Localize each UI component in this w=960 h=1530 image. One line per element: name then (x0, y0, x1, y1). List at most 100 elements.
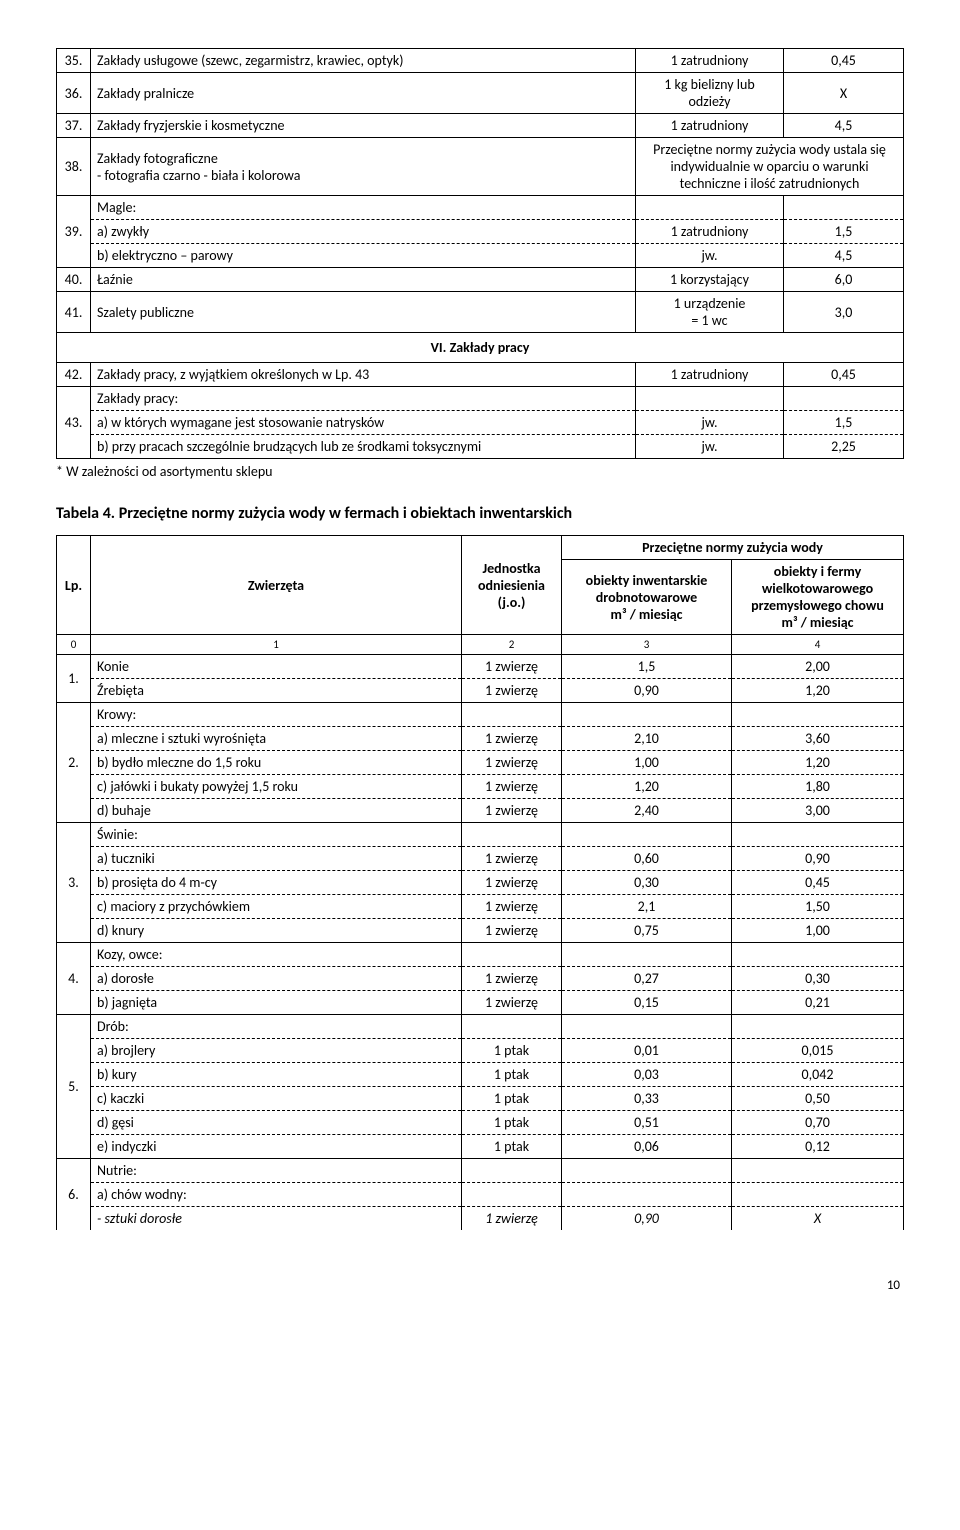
row-label: Konie (91, 655, 462, 679)
row-value: 0,45 (784, 49, 904, 73)
row-label: Magle: (91, 196, 636, 220)
row-label: Nutrie: (91, 1159, 462, 1183)
table-row: 35. Zakłady usługowe (szewc, zegarmistrz… (57, 49, 904, 73)
header-col4-sub: m³ / miesiąc (781, 614, 853, 631)
row-unit: 1 zwierzę (462, 871, 562, 895)
table-row: b) elektryczno – parowy jw. 4,5 (57, 244, 904, 268)
row-v2: 1,50 (732, 895, 904, 919)
row-label: d) gęsi (91, 1111, 462, 1135)
header-group: Przeciętne normy zużycia wody (562, 536, 904, 560)
row-label: c) jałówki i bukaty powyżej 1,5 roku (91, 775, 462, 799)
row-v1: 0,27 (562, 967, 732, 991)
row-number: 38. (57, 138, 91, 196)
row-label: Świnie: (91, 823, 462, 847)
row-v1: 1,20 (562, 775, 732, 799)
row-unit: 1 zwierzę (462, 799, 562, 823)
row-value: 4,5 (784, 114, 904, 138)
row-unit (636, 387, 784, 411)
table-row: 39. Magle: (57, 196, 904, 220)
row-unit: 1 zwierzę (462, 847, 562, 871)
row-label: a) mleczne i sztuki wyrośnięta (91, 727, 462, 751)
row-number: 36. (57, 73, 91, 114)
row-unit: jw. (636, 435, 784, 459)
idx-4: 4 (732, 635, 904, 655)
row-unit: 1 zatrudniony (636, 220, 784, 244)
row-unit: 1 zwierzę (462, 991, 562, 1015)
row-v2: 0,042 (732, 1063, 904, 1087)
row-unit: 1 zatrudniony (636, 363, 784, 387)
row-number: 42. (57, 363, 91, 387)
header-col3-sub: m³ / miesiąc (610, 606, 682, 623)
table-row: 42. Zakłady pracy, z wyjątkiem określony… (57, 363, 904, 387)
row-v2: 0,70 (732, 1111, 904, 1135)
row-label: b) bydło mleczne do 1,5 roku (91, 751, 462, 775)
row-v1: 0,33 (562, 1087, 732, 1111)
row-v1: 1,5 (562, 655, 732, 679)
table-row: a) w których wymagane jest stosowanie na… (57, 411, 904, 435)
table-row: 43. Zakłady pracy: (57, 387, 904, 411)
row-label: Zakłady fryzjerskie i kosmetyczne (91, 114, 636, 138)
table-row: - sztuki dorosłe 1 zwierzę 0,90 X (57, 1207, 904, 1231)
row-number: 35. (57, 49, 91, 73)
row-number: 37. (57, 114, 91, 138)
header-lp: Lp. (57, 536, 91, 635)
row-unit: 1 zwierzę (462, 655, 562, 679)
row-label: a) brojlery (91, 1039, 462, 1063)
header-col4: obiekty i fermy wielkotowarowego przemys… (732, 560, 904, 635)
row-v2: 0,50 (732, 1087, 904, 1111)
row-unit: 1 urządzenie = 1 wc (636, 292, 784, 333)
row-number: 3. (57, 823, 91, 943)
row-number: 39. (57, 196, 91, 268)
row-value: 3,0 (784, 292, 904, 333)
row-label: a) chów wodny: (91, 1183, 462, 1207)
row-v2: 0,30 (732, 967, 904, 991)
table-index-row: 0 1 2 3 4 (57, 635, 904, 655)
table-row: a) tuczniki 1 zwierzę 0,60 0,90 (57, 847, 904, 871)
row-label: b) prosięta do 4 m-cy (91, 871, 462, 895)
table-row: e) indyczki 1 ptak 0,06 0,12 (57, 1135, 904, 1159)
row-v2: 1,20 (732, 679, 904, 703)
table-row: a) zwykły 1 zatrudniony 1,5 (57, 220, 904, 244)
table-row: c) jałówki i bukaty powyżej 1,5 roku 1 z… (57, 775, 904, 799)
row-value: 1,5 (784, 220, 904, 244)
row-label: b) jagnięta (91, 991, 462, 1015)
row-unit: 1 zwierzę (462, 1207, 562, 1231)
row-v1: 2,10 (562, 727, 732, 751)
row-label: Szalety publiczne (91, 292, 636, 333)
table-row: b) prosięta do 4 m-cy 1 zwierzę 0,30 0,4… (57, 871, 904, 895)
table-row: a) chów wodny: (57, 1183, 904, 1207)
row-v2: 3,00 (732, 799, 904, 823)
header-col3: obiekty inwentarskie drobnotowarowe m³ /… (562, 560, 732, 635)
row-v1: 0,75 (562, 919, 732, 943)
row-v1: 2,1 (562, 895, 732, 919)
table-row: a) dorosłe 1 zwierzę 0,27 0,30 (57, 967, 904, 991)
row-unit: 1 zwierzę (462, 775, 562, 799)
row-value: 0,45 (784, 363, 904, 387)
row-v1: 0,60 (562, 847, 732, 871)
row-label: a) w których wymagane jest stosowanie na… (91, 411, 636, 435)
row-label: a) tuczniki (91, 847, 462, 871)
row-label: Krowy: (91, 703, 462, 727)
row-label: b) kury (91, 1063, 462, 1087)
row-number: 41. (57, 292, 91, 333)
row-unit: 1 zwierzę (462, 679, 562, 703)
table-row: d) gęsi 1 ptak 0,51 0,70 (57, 1111, 904, 1135)
header-unit: Jednostka odniesienia (j.o.) (462, 536, 562, 635)
row-label: a) dorosłe (91, 967, 462, 991)
footnote: * W zależności od asortymentu sklepu (56, 463, 904, 480)
row-unit: 1 kg bielizny lub odzieży (636, 73, 784, 114)
row-v1: 0,90 (562, 679, 732, 703)
row-label: d) buhaje (91, 799, 462, 823)
row-unit: jw. (636, 411, 784, 435)
row-label: Zakłady pracy, z wyjątkiem określonych w… (91, 363, 636, 387)
header-col3-main: obiekty inwentarskie drobnotowarowe (586, 572, 708, 606)
row-unit: 1 zwierzę (462, 919, 562, 943)
row-label: c) kaczki (91, 1087, 462, 1111)
row-label: Zakłady pracy: (91, 387, 636, 411)
row-number: 4. (57, 943, 91, 1015)
row-v2: X (732, 1207, 904, 1231)
row-label: Kozy, owce: (91, 943, 462, 967)
row-label: Łaźnie (91, 268, 636, 292)
table-row: d) buhaje 1 zwierzę 2,40 3,00 (57, 799, 904, 823)
table-2-title: Tabela 4. Przeciętne normy zużycia wody … (56, 504, 904, 523)
